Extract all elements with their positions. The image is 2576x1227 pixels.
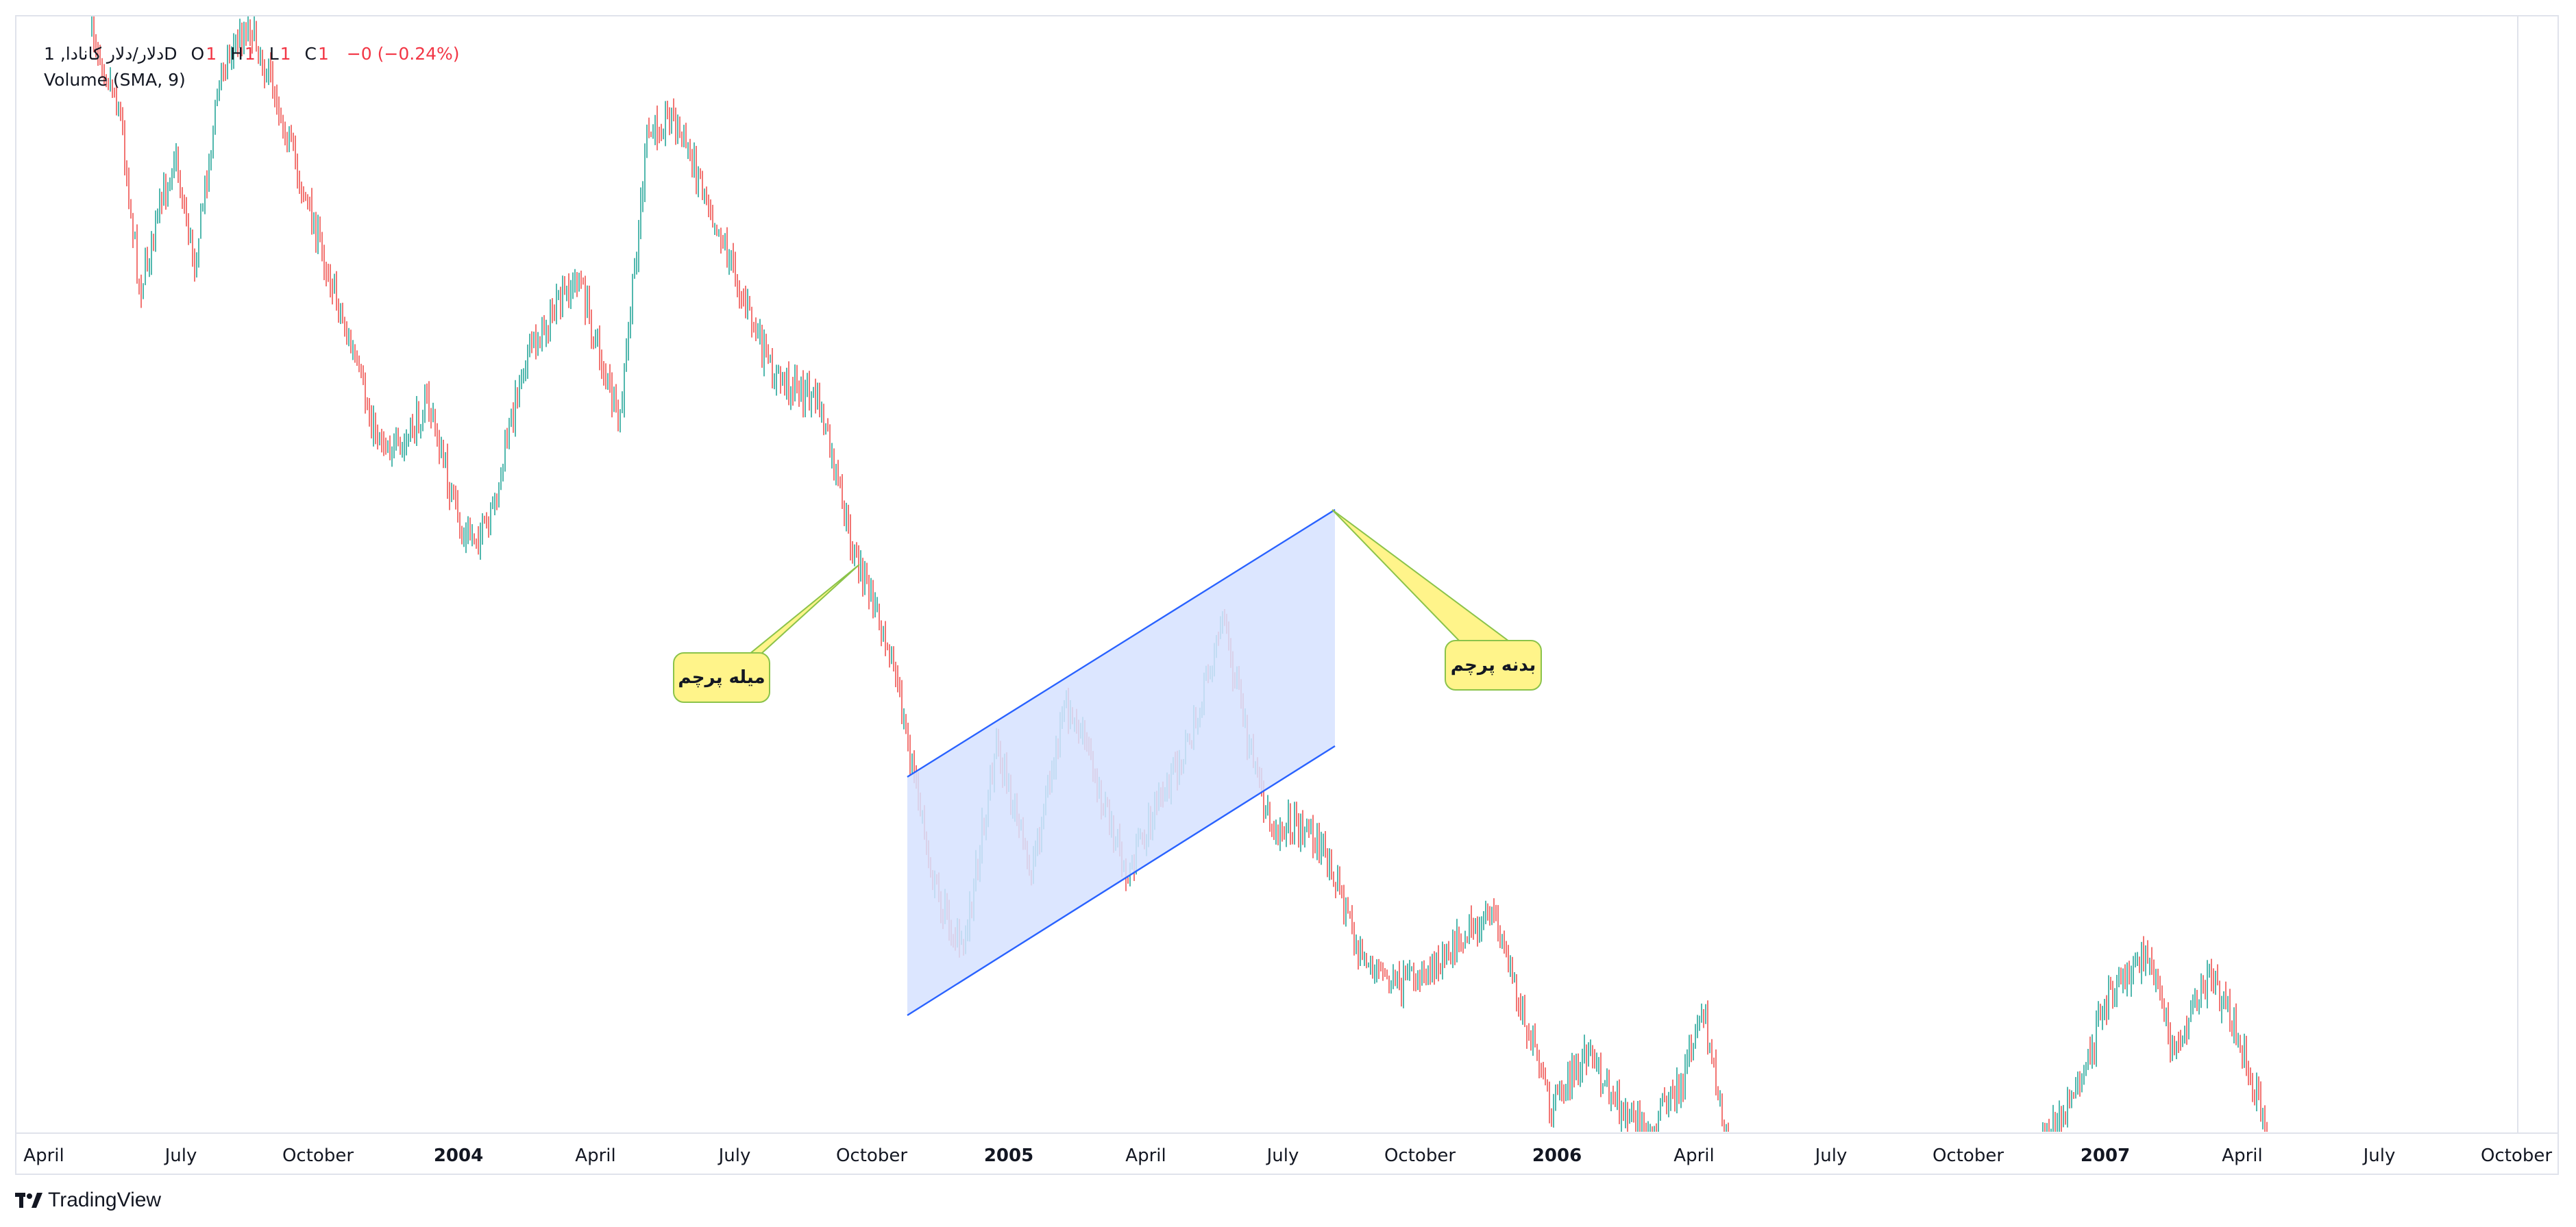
chart-frame[interactable]: April July October 2004 April July October 2005… — [15, 15, 2559, 1175]
tradingview-wordmark: TradingView — [48, 1189, 162, 1211]
x-tick-label: April — [575, 1145, 615, 1166]
flag-body-pointer — [1332, 509, 1512, 642]
high-label: H — [230, 44, 243, 64]
x-tick-label: 2004 — [434, 1145, 483, 1166]
x-tick-label: October — [836, 1145, 907, 1166]
ohlc-row: دلار/دلار کانادا, 1D O1 H1 L1 C1 −0 (−0.… — [44, 41, 460, 67]
x-tick-label: April — [2222, 1145, 2262, 1166]
x-tick-label: 2006 — [1532, 1145, 1582, 1166]
x-tick-label: October — [2481, 1145, 2552, 1166]
change-value: −0 (−0.24%) — [346, 44, 460, 64]
x-tick-label: July — [717, 1145, 751, 1166]
x-tick-label: April — [1673, 1145, 1714, 1166]
channel-lower-line[interactable] — [907, 745, 1336, 1017]
branding-footer[interactable]: TradingView — [15, 1185, 161, 1215]
flag-channel[interactable] — [907, 508, 1336, 1017]
x-tick-label: October — [282, 1145, 354, 1166]
x-tick-label: April — [23, 1145, 64, 1166]
channel-upper-line[interactable] — [907, 508, 1336, 778]
x-tick-label: July — [164, 1145, 197, 1166]
price-chart[interactable]: April July October 2004 April July October 2005… — [16, 16, 2557, 1174]
flagpole-callout[interactable]: میله پرچم — [673, 652, 770, 703]
flagpole-label: میله پرچم — [678, 667, 765, 688]
x-tick-label: July — [2362, 1145, 2396, 1166]
open-value: 1 — [206, 44, 217, 64]
flag-body-label: بدنه پرچم — [1450, 655, 1536, 676]
flag-body-callout[interactable]: بدنه پرچم — [1445, 640, 1542, 691]
x-tick-label: October — [1933, 1145, 2004, 1166]
tradingview-logo-icon — [15, 1193, 42, 1208]
x-tick-label: July — [1814, 1145, 1848, 1166]
close-label: C — [304, 44, 317, 64]
x-tick-label: April — [1125, 1145, 1166, 1166]
chart-legend: دلار/دلار کانادا, 1D O1 H1 L1 C1 −0 (−0.… — [44, 41, 460, 93]
candle-series — [91, 16, 2268, 1132]
x-tick-label: 2007 — [2081, 1145, 2130, 1166]
x-tick-label: October — [1384, 1145, 1456, 1166]
channel-fill[interactable] — [907, 510, 1335, 1015]
low-value: 1 — [280, 44, 291, 64]
low-label: L — [269, 44, 279, 64]
time-axis[interactable]: April July October 2004 April July October 2005… — [23, 1145, 2552, 1166]
close-value: 1 — [317, 44, 329, 64]
x-tick-label: July — [1266, 1145, 1299, 1166]
x-tick-label: 2005 — [984, 1145, 1033, 1166]
symbol-title[interactable]: دلار/دلار کانادا, 1D — [44, 44, 177, 64]
high-value: 1 — [244, 44, 256, 64]
open-label: O — [191, 44, 205, 64]
volume-indicator-label[interactable]: Volume (SMA, 9) — [44, 70, 186, 90]
